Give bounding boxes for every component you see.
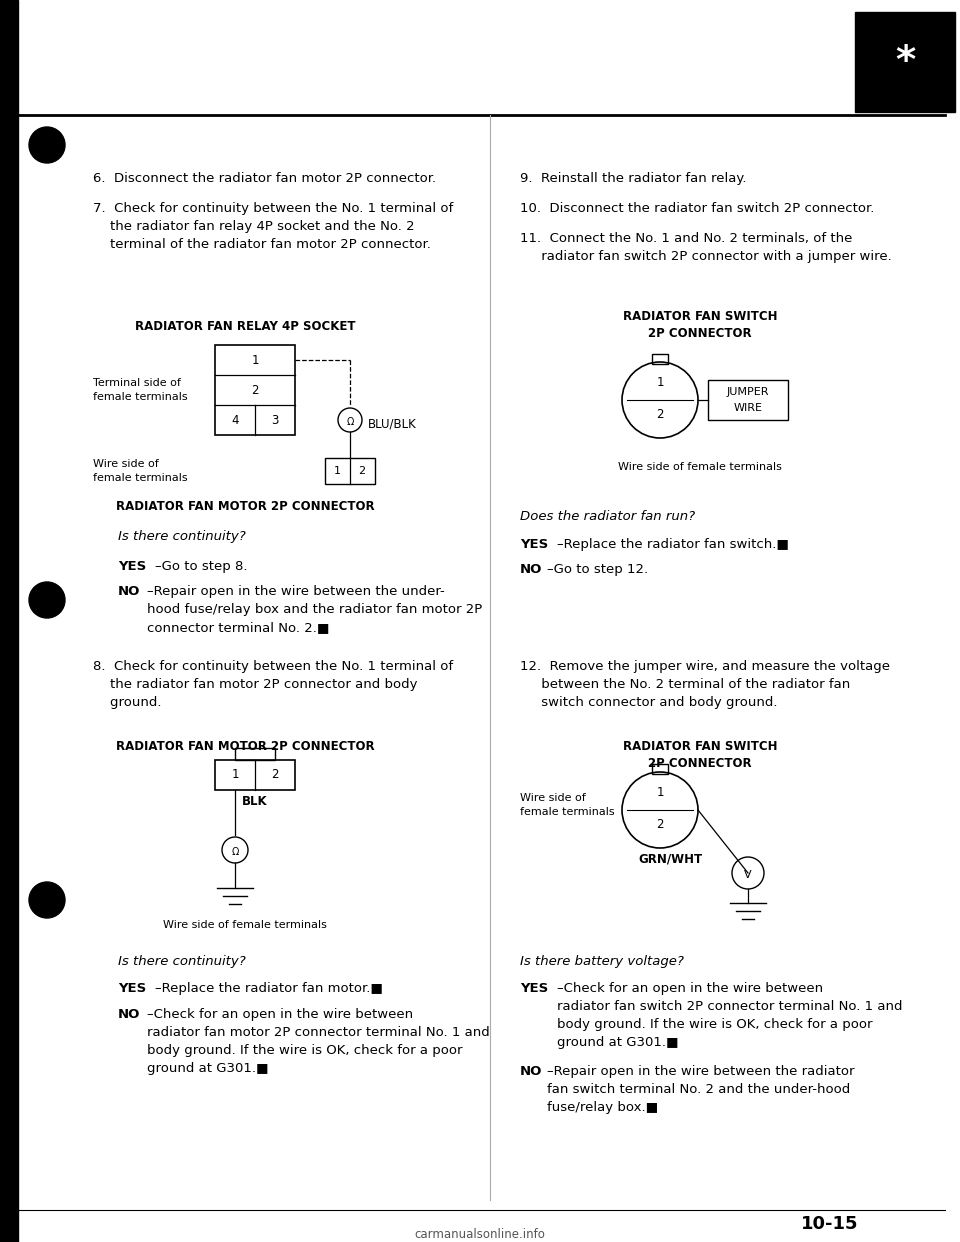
Text: 9.  Reinstall the radiator fan relay.: 9. Reinstall the radiator fan relay.: [520, 171, 747, 185]
Text: 1: 1: [657, 375, 663, 389]
Text: 10.  Disconnect the radiator fan switch 2P connector.: 10. Disconnect the radiator fan switch 2…: [520, 202, 875, 215]
Text: 1: 1: [231, 769, 239, 781]
Text: Wire side of female terminals: Wire side of female terminals: [163, 920, 327, 930]
Text: *: *: [895, 43, 915, 81]
Text: 1: 1: [252, 354, 259, 366]
Bar: [215, 760, 295, 790]
Text: Ω: Ω: [231, 847, 239, 857]
Text: V: V: [744, 869, 752, 881]
Bar: [652, 354, 668, 364]
Text: 1: 1: [657, 785, 663, 799]
Circle shape: [29, 127, 65, 163]
Text: NO: NO: [520, 1064, 542, 1078]
Circle shape: [29, 882, 65, 918]
Text: Does the radiator fan run?: Does the radiator fan run?: [520, 510, 695, 523]
Bar: [855, 12, 955, 112]
Text: –Check for an open in the wire between
radiator fan switch 2P connector terminal: –Check for an open in the wire between r…: [557, 982, 902, 1049]
Text: RADIATOR FAN SWITCH
2P CONNECTOR: RADIATOR FAN SWITCH 2P CONNECTOR: [623, 310, 778, 340]
Bar: [0, 0, 18, 1242]
Text: NO: NO: [118, 585, 140, 597]
Text: 7.  Check for continuity between the No. 1 terminal of
    the radiator fan rela: 7. Check for continuity between the No. …: [93, 202, 453, 251]
Text: YES: YES: [520, 982, 548, 995]
Text: Wire side of
female terminals: Wire side of female terminals: [520, 794, 614, 816]
Text: Terminal side of
female terminals: Terminal side of female terminals: [93, 379, 187, 401]
Text: –Go to step 12.: –Go to step 12.: [547, 563, 648, 576]
Text: –Check for an open in the wire between
radiator fan motor 2P connector terminal : –Check for an open in the wire between r…: [147, 1009, 490, 1076]
Text: Wire side of
female terminals: Wire side of female terminals: [93, 460, 187, 483]
Text: 6.  Disconnect the radiator fan motor 2P connector.: 6. Disconnect the radiator fan motor 2P …: [93, 171, 436, 185]
Bar: [652, 764, 668, 774]
Text: 8.  Check for continuity between the No. 1 terminal of
    the radiator fan moto: 8. Check for continuity between the No. …: [93, 660, 453, 709]
Text: RADIATOR FAN RELAY 4P SOCKET: RADIATOR FAN RELAY 4P SOCKET: [134, 320, 355, 333]
Text: Ω: Ω: [347, 417, 353, 427]
Text: 1: 1: [333, 466, 341, 476]
Text: carmanualsonline.info: carmanualsonline.info: [415, 1228, 545, 1241]
Text: YES: YES: [118, 982, 146, 995]
Bar: [708, 380, 788, 420]
Text: RADIATOR FAN MOTOR 2P CONNECTOR: RADIATOR FAN MOTOR 2P CONNECTOR: [116, 740, 374, 753]
Text: WIRE: WIRE: [733, 402, 762, 414]
Circle shape: [29, 582, 65, 619]
Text: 2: 2: [358, 466, 366, 476]
Text: Wire side of female terminals: Wire side of female terminals: [618, 462, 782, 472]
Text: BLU/BLK: BLU/BLK: [368, 417, 417, 431]
Text: –Replace the radiator fan switch.■: –Replace the radiator fan switch.■: [557, 538, 789, 551]
Text: GRN/WHT: GRN/WHT: [638, 853, 702, 866]
Text: Is there continuity?: Is there continuity?: [118, 530, 246, 543]
Text: –Go to step 8.: –Go to step 8.: [155, 560, 248, 573]
Text: 2: 2: [252, 384, 259, 396]
Text: –Repair open in the wire between the radiator
fan switch terminal No. 2 and the : –Repair open in the wire between the rad…: [547, 1064, 854, 1114]
Text: 2: 2: [272, 769, 278, 781]
Text: NO: NO: [118, 1009, 140, 1021]
Text: 2: 2: [657, 407, 663, 421]
Bar: [235, 748, 275, 760]
Text: BLK: BLK: [242, 795, 268, 809]
Text: YES: YES: [118, 560, 146, 573]
Text: 2: 2: [657, 817, 663, 831]
Bar: [215, 345, 295, 435]
Text: Is there continuity?: Is there continuity?: [118, 955, 246, 968]
Bar: [325, 458, 375, 484]
Text: JUMPER: JUMPER: [727, 388, 769, 397]
Text: RADIATOR FAN SWITCH
2P CONNECTOR: RADIATOR FAN SWITCH 2P CONNECTOR: [623, 740, 778, 770]
Text: NO: NO: [520, 563, 542, 576]
Text: 3: 3: [272, 414, 278, 426]
Text: 11.  Connect the No. 1 and No. 2 terminals, of the
     radiator fan switch 2P c: 11. Connect the No. 1 and No. 2 terminal…: [520, 232, 892, 263]
Text: YES: YES: [520, 538, 548, 551]
Text: Is there battery voltage?: Is there battery voltage?: [520, 955, 684, 968]
Text: 10-15: 10-15: [802, 1215, 859, 1233]
Text: RADIATOR FAN MOTOR 2P CONNECTOR: RADIATOR FAN MOTOR 2P CONNECTOR: [116, 501, 374, 513]
Text: 4: 4: [231, 414, 239, 426]
Text: –Repair open in the wire between the under-
hood fuse/relay box and the radiator: –Repair open in the wire between the und…: [147, 585, 482, 633]
Text: 12.  Remove the jumper wire, and measure the voltage
     between the No. 2 term: 12. Remove the jumper wire, and measure …: [520, 660, 890, 709]
Text: –Replace the radiator fan motor.■: –Replace the radiator fan motor.■: [155, 982, 383, 995]
